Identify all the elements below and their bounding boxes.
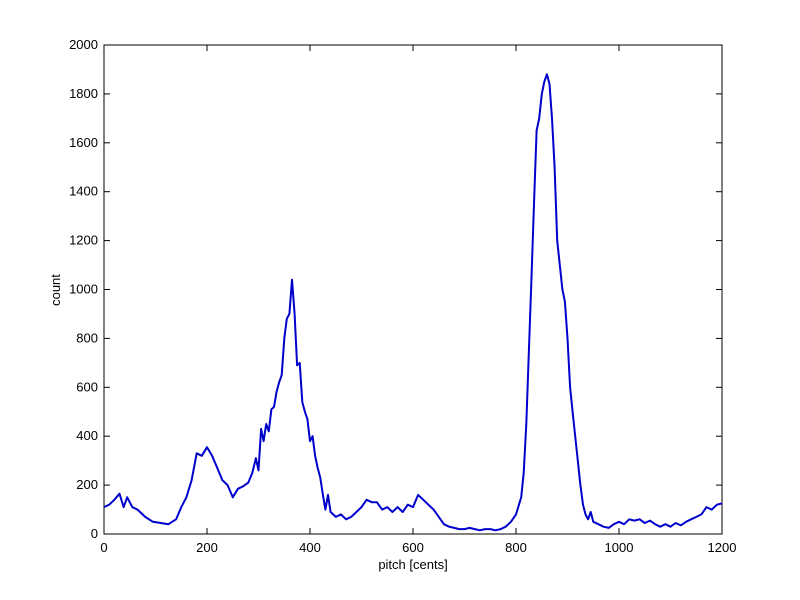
- x-tick-label: 1000: [605, 540, 634, 555]
- axis-tick-labels: 0 200 400 600 800 1000 1200 0 200 400 600 800 1000 12…: [69, 37, 736, 555]
- x-tick-label: 800: [505, 540, 527, 555]
- x-tick-label: 400: [299, 540, 321, 555]
- y-tick-label: 1600: [69, 135, 98, 150]
- y-tick-label: 600: [76, 379, 98, 394]
- y-tick-label: 2000: [69, 37, 98, 52]
- axes-frame: [103, 44, 723, 535]
- y-axis-label: count: [48, 274, 63, 306]
- y-tick-label: 200: [76, 477, 98, 492]
- plot-area: [103, 44, 723, 535]
- y-tick-label: 1200: [69, 233, 98, 248]
- x-axis-label: pitch [cents]: [378, 557, 447, 572]
- x-tick-label: 600: [402, 540, 424, 555]
- x-tick-label: 1200: [708, 540, 737, 555]
- y-tick-label: 0: [91, 526, 98, 541]
- y-tick-label: 400: [76, 428, 98, 443]
- series-line: [103, 73, 723, 532]
- y-tick-label: 800: [76, 330, 98, 345]
- x-tick-label: 0: [100, 540, 107, 555]
- y-tick-label: 1400: [69, 184, 98, 199]
- axis-ticks: [103, 44, 723, 535]
- y-tick-label: 1800: [69, 86, 98, 101]
- x-tick-label: 200: [196, 540, 218, 555]
- y-tick-label: 1000: [69, 282, 98, 297]
